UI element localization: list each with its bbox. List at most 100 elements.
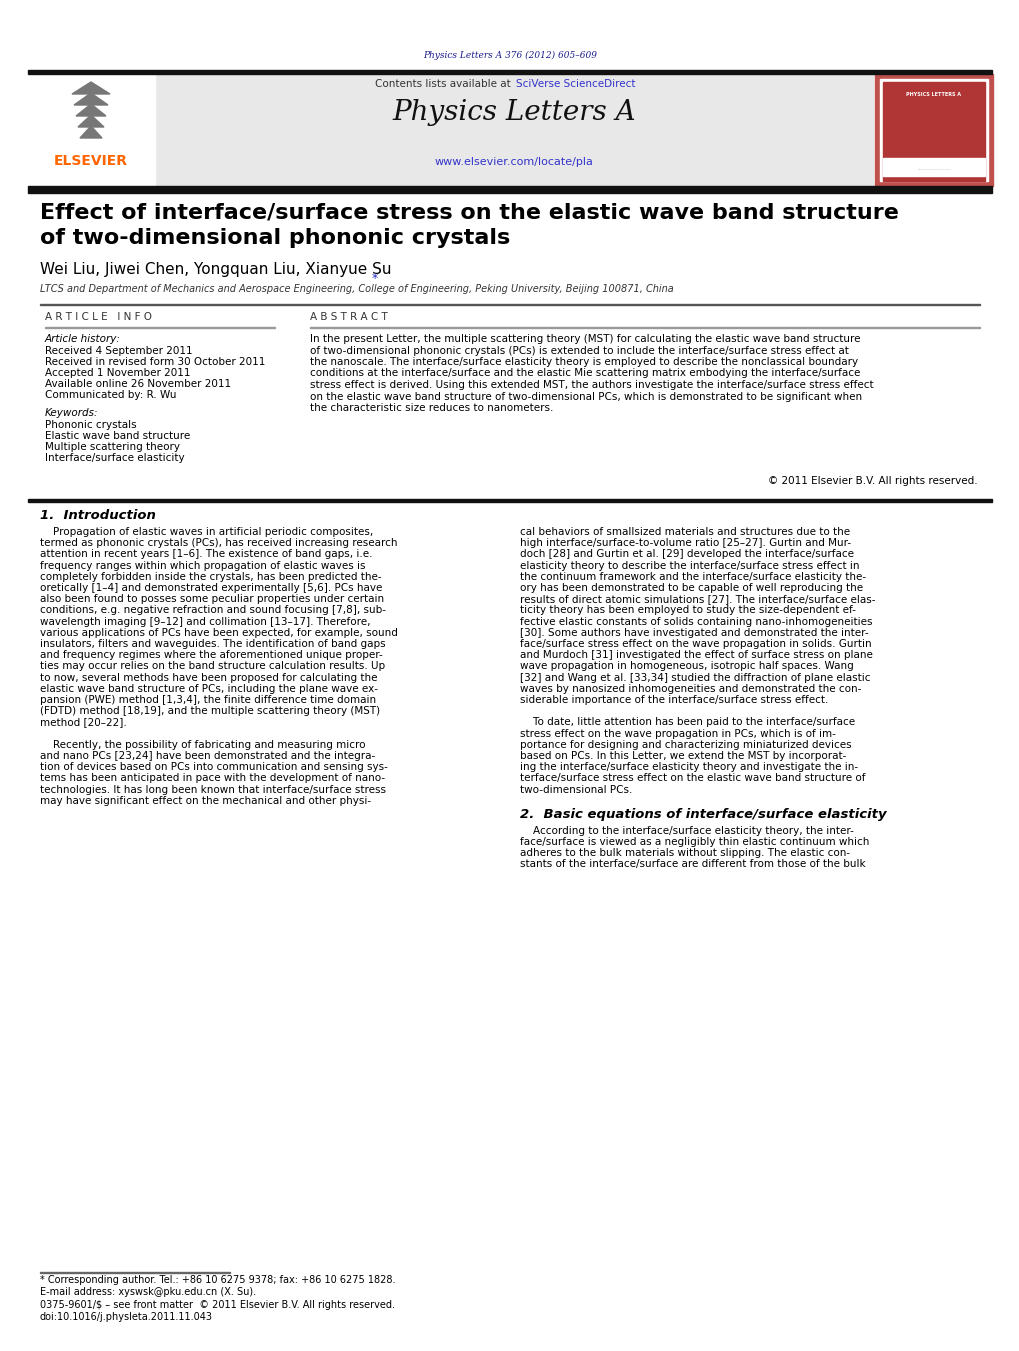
- Text: wave propagation in homogeneous, isotropic half spaces. Wang: wave propagation in homogeneous, isotrop…: [520, 662, 853, 671]
- Text: and nano PCs [23,24] have been demonstrated and the integra-: and nano PCs [23,24] have been demonstra…: [40, 751, 375, 761]
- Text: PHYSICS LETTERS A: PHYSICS LETTERS A: [906, 92, 961, 97]
- Text: www.elsevier.com/locate/pla: www.elsevier.com/locate/pla: [434, 157, 593, 168]
- Text: SciVerse ScienceDirect: SciVerse ScienceDirect: [516, 78, 635, 89]
- Text: fective elastic constants of solids containing nano-inhomogeneities: fective elastic constants of solids cont…: [520, 616, 871, 627]
- Text: Article history:: Article history:: [45, 334, 121, 345]
- Text: results of direct atomic simulations [27]. The interface/surface elas-: results of direct atomic simulations [27…: [520, 594, 874, 604]
- Text: 0375-9601/$ – see front matter  © 2011 Elsevier B.V. All rights reserved.: 0375-9601/$ – see front matter © 2011 El…: [40, 1300, 394, 1310]
- Text: 2.  Basic equations of interface/surface elasticity: 2. Basic equations of interface/surface …: [520, 808, 886, 821]
- Text: attention in recent years [1–6]. The existence of band gaps, i.e.: attention in recent years [1–6]. The exi…: [40, 550, 372, 559]
- Text: and frequency regimes where the aforementioned unique proper-: and frequency regimes where the aforemen…: [40, 650, 382, 661]
- Text: terface/surface stress effect on the elastic wave band structure of: terface/surface stress effect on the ela…: [520, 773, 865, 784]
- Text: elasticity theory to describe the interface/surface stress effect in: elasticity theory to describe the interf…: [520, 561, 859, 570]
- Text: conditions, e.g. negative refraction and sound focusing [7,8], sub-: conditions, e.g. negative refraction and…: [40, 605, 385, 616]
- Text: completely forbidden inside the crystals, has been predicted the-: completely forbidden inside the crystals…: [40, 571, 381, 582]
- Text: © 2011 Elsevier B.V. All rights reserved.: © 2011 Elsevier B.V. All rights reserved…: [767, 476, 977, 486]
- Bar: [874, 74, 993, 186]
- Text: Physics Letters A 376 (2012) 605–609: Physics Letters A 376 (2012) 605–609: [423, 51, 596, 59]
- Text: of two-dimensional phononic crystals (PCs) is extended to include the interface/: of two-dimensional phononic crystals (PC…: [310, 346, 848, 355]
- Text: ________________: ________________: [916, 166, 950, 170]
- Text: Interface/surface elasticity: Interface/surface elasticity: [45, 453, 184, 463]
- Text: stress effect on the wave propagation in PCs, which is of im-: stress effect on the wave propagation in…: [520, 728, 835, 739]
- Polygon shape: [74, 93, 108, 105]
- Text: stants of the interface/surface are different from those of the bulk: stants of the interface/surface are diff…: [520, 859, 865, 870]
- Text: Propagation of elastic waves in artificial periodic composites,: Propagation of elastic waves in artifici…: [40, 527, 373, 536]
- Text: the nanoscale. The interface/surface elasticity theory is employed to describe t: the nanoscale. The interface/surface ela…: [310, 357, 857, 367]
- Text: According to the interface/surface elasticity theory, the inter-: According to the interface/surface elast…: [520, 825, 853, 836]
- Text: two-dimensional PCs.: two-dimensional PCs.: [520, 785, 632, 794]
- Text: Contents lists available at: Contents lists available at: [375, 78, 514, 89]
- Text: Wei Liu, Jiwei Chen, Yongquan Liu, Xianyue Su: Wei Liu, Jiwei Chen, Yongquan Liu, Xiany…: [40, 262, 391, 277]
- Text: conditions at the interface/surface and the elastic Mie scattering matrix embody: conditions at the interface/surface and …: [310, 369, 860, 378]
- Text: tion of devices based on PCs into communication and sensing sys-: tion of devices based on PCs into commun…: [40, 762, 387, 773]
- Text: ticity theory has been employed to study the size-dependent ef-: ticity theory has been employed to study…: [520, 605, 855, 616]
- Text: to now, several methods have been proposed for calculating the: to now, several methods have been propos…: [40, 673, 377, 682]
- Text: adheres to the bulk materials without slipping. The elastic con-: adheres to the bulk materials without sl…: [520, 848, 849, 858]
- Text: may have significant effect on the mechanical and other physi-: may have significant effect on the mecha…: [40, 796, 371, 805]
- Text: the characteristic size reduces to nanometers.: the characteristic size reduces to nanom…: [310, 403, 553, 413]
- Bar: [28, 70, 991, 74]
- Text: face/surface stress effect on the wave propagation in solids. Gurtin: face/surface stress effect on the wave p…: [520, 639, 871, 648]
- Text: Keywords:: Keywords:: [45, 408, 99, 417]
- Text: pansion (PWE) method [1,3,4], the finite difference time domain: pansion (PWE) method [1,3,4], the finite…: [40, 694, 376, 705]
- Text: ory has been demonstrated to be capable of well reproducing the: ory has been demonstrated to be capable …: [520, 584, 862, 593]
- Text: Multiple scattering theory: Multiple scattering theory: [45, 442, 179, 453]
- Text: ing the interface/surface elasticity theory and investigate the in-: ing the interface/surface elasticity the…: [520, 762, 857, 773]
- Text: doch [28] and Gurtin et al. [29] developed the interface/surface: doch [28] and Gurtin et al. [29] develop…: [520, 550, 853, 559]
- Text: Elastic wave band structure: Elastic wave band structure: [45, 431, 191, 440]
- Text: termed as phononic crystals (PCs), has received increasing research: termed as phononic crystals (PCs), has r…: [40, 538, 397, 549]
- Text: technologies. It has long been known that interface/surface stress: technologies. It has long been known tha…: [40, 785, 385, 794]
- Text: Received 4 September 2011: Received 4 September 2011: [45, 346, 193, 357]
- Text: Accepted 1 November 2011: Accepted 1 November 2011: [45, 367, 191, 378]
- Text: oretically [1–4] and demonstrated experimentally [5,6]. PCs have: oretically [1–4] and demonstrated experi…: [40, 584, 382, 593]
- Text: To date, little attention has been paid to the interface/surface: To date, little attention has been paid …: [520, 717, 854, 727]
- Bar: [879, 78, 987, 181]
- Text: the continuum framework and the interface/surface elasticity the-: the continuum framework and the interfac…: [520, 571, 865, 582]
- Text: cal behaviors of smallsized materials and structures due to the: cal behaviors of smallsized materials an…: [520, 527, 849, 536]
- Text: method [20–22].: method [20–22].: [40, 717, 126, 727]
- Text: [30]. Some authors have investigated and demonstrated the inter-: [30]. Some authors have investigated and…: [520, 628, 868, 638]
- Text: insulators, filters and waveguides. The identification of band gaps: insulators, filters and waveguides. The …: [40, 639, 385, 648]
- Text: Phononic crystals: Phononic crystals: [45, 420, 137, 430]
- Text: LTCS and Department of Mechanics and Aerospace Engineering, College of Engineeri: LTCS and Department of Mechanics and Aer…: [40, 284, 674, 295]
- Text: elastic wave band structure of PCs, including the plane wave ex-: elastic wave band structure of PCs, incl…: [40, 684, 378, 694]
- Text: 1.  Introduction: 1. Introduction: [40, 509, 156, 521]
- Text: Received in revised form 30 October 2011: Received in revised form 30 October 2011: [45, 357, 265, 367]
- Text: on the elastic wave band structure of two-dimensional PCs, which is demonstrated: on the elastic wave band structure of tw…: [310, 392, 861, 401]
- Polygon shape: [79, 126, 102, 138]
- Text: Available online 26 November 2011: Available online 26 November 2011: [45, 380, 231, 389]
- Polygon shape: [72, 82, 110, 95]
- Text: portance for designing and characterizing miniaturized devices: portance for designing and characterizin…: [520, 740, 851, 750]
- Text: siderable importance of the interface/surface stress effect.: siderable importance of the interface/su…: [520, 694, 827, 705]
- Text: (FDTD) method [18,19], and the multiple scattering theory (MST): (FDTD) method [18,19], and the multiple …: [40, 707, 380, 716]
- Text: * Corresponding author. Tel.: +86 10 6275 9378; fax: +86 10 6275 1828.: * Corresponding author. Tel.: +86 10 627…: [40, 1275, 395, 1285]
- Text: E-mail address: xyswsk@pku.edu.cn (X. Su).: E-mail address: xyswsk@pku.edu.cn (X. Su…: [40, 1288, 256, 1297]
- Text: face/surface is viewed as a negligibly thin elastic continuum which: face/surface is viewed as a negligibly t…: [520, 838, 868, 847]
- Text: based on PCs. In this Letter, we extend the MST by incorporat-: based on PCs. In this Letter, we extend …: [520, 751, 846, 761]
- Text: Physics Letters A: Physics Letters A: [391, 99, 635, 126]
- Text: ties may occur relies on the band structure calculation results. Up: ties may occur relies on the band struct…: [40, 662, 385, 671]
- Text: various applications of PCs have been expected, for example, sound: various applications of PCs have been ex…: [40, 628, 397, 638]
- Text: Effect of interface/surface stress on the elastic wave band structure: Effect of interface/surface stress on th…: [40, 203, 898, 222]
- Text: of two-dimensional phononic crystals: of two-dimensional phononic crystals: [40, 228, 510, 249]
- Bar: [882, 158, 984, 176]
- Bar: [28, 186, 991, 193]
- Text: Recently, the possibility of fabricating and measuring micro: Recently, the possibility of fabricating…: [40, 740, 365, 750]
- Text: ELSEVIER: ELSEVIER: [54, 154, 127, 168]
- Text: [32] and Wang et al. [33,34] studied the diffraction of plane elastic: [32] and Wang et al. [33,34] studied the…: [520, 673, 869, 682]
- Text: frequency ranges within which propagation of elastic waves is: frequency ranges within which propagatio…: [40, 561, 365, 570]
- Polygon shape: [77, 115, 104, 127]
- Text: stress effect is derived. Using this extended MST, the authors investigate the i: stress effect is derived. Using this ext…: [310, 380, 872, 390]
- Text: doi:10.1016/j.physleta.2011.11.043: doi:10.1016/j.physleta.2011.11.043: [40, 1312, 213, 1323]
- Text: also been found to posses some peculiar properties under certain: also been found to posses some peculiar …: [40, 594, 384, 604]
- Text: A B S T R A C T: A B S T R A C T: [310, 312, 387, 322]
- Bar: [882, 82, 984, 181]
- Bar: [28, 499, 991, 501]
- Bar: [28, 74, 155, 186]
- Text: and Murdoch [31] investigated the effect of surface stress on plane: and Murdoch [31] investigated the effect…: [520, 650, 872, 661]
- Text: Communicated by: R. Wu: Communicated by: R. Wu: [45, 390, 176, 400]
- Text: A R T I C L E   I N F O: A R T I C L E I N F O: [45, 312, 152, 322]
- Text: waves by nanosized inhomogeneities and demonstrated the con-: waves by nanosized inhomogeneities and d…: [520, 684, 860, 694]
- Text: tems has been anticipated in pace with the development of nano-: tems has been anticipated in pace with t…: [40, 773, 385, 784]
- Text: high interface/surface-to-volume ratio [25–27]. Gurtin and Mur-: high interface/surface-to-volume ratio […: [520, 538, 850, 549]
